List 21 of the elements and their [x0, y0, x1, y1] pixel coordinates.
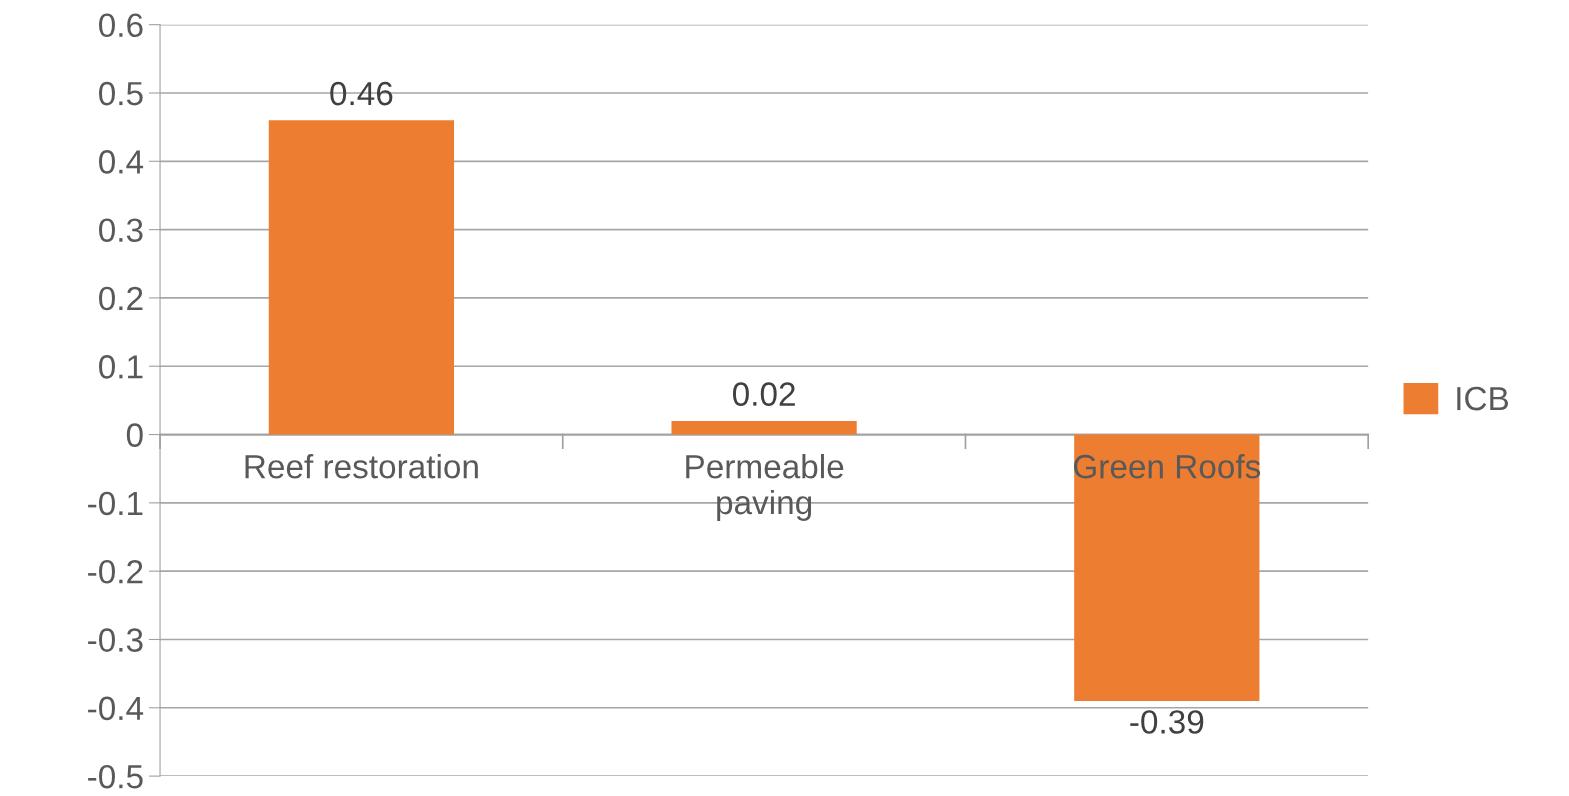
bar — [1074, 434, 1260, 701]
y-tick-label: 0.5 — [99, 81, 143, 106]
y-tick-label: 0 — [126, 423, 143, 447]
bar — [268, 120, 455, 435]
data-label: 0.02 — [732, 382, 795, 406]
x-tick-label: Permeable paving — [686, 453, 844, 521]
x-tick-label: Reef restoration — [245, 453, 478, 479]
y-tick-label: 0.4 — [99, 150, 144, 174]
y-tick-label: -0.3 — [88, 628, 143, 652]
y-tick-label: 0.3 — [99, 218, 143, 243]
data-label: 0.46 — [330, 81, 393, 106]
y-tick-label: 0.6 — [99, 13, 143, 38]
bar — [671, 420, 857, 435]
legend-label: ICB — [1457, 386, 1509, 411]
y-tick-label: -0.1 — [88, 491, 143, 516]
y-tick-label: -0.5 — [88, 764, 143, 789]
y-tick-label: 0.1 — [99, 355, 143, 379]
y-tick-label: -0.4 — [88, 696, 144, 721]
y-tick-label: -0.2 — [88, 559, 143, 584]
y-tick-label: 0.2 — [99, 286, 143, 311]
data-label: -0.39 — [1130, 710, 1204, 734]
